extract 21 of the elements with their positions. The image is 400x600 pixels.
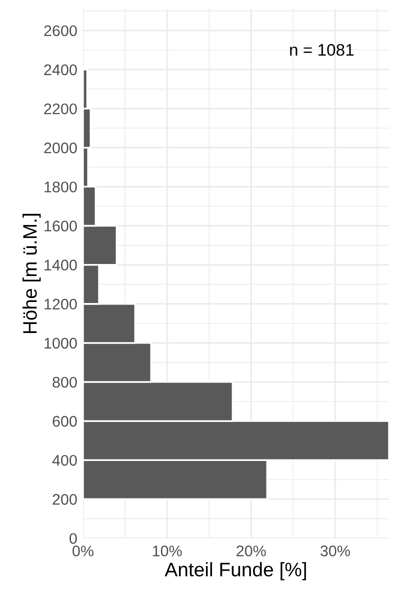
annotation: n = 1081 [290, 44, 354, 56]
y-tick-label: 600 [52, 416, 77, 427]
x-tick-label: 20% [236, 546, 266, 556]
y-tick-label: 1400 [44, 260, 77, 270]
y-axis-title: Höhe [m ü.M.] [22, 214, 41, 334]
y-tick-label: 400 [52, 454, 77, 466]
y-tick-label: 2400 [44, 64, 77, 76]
x-tick-label: 0% [72, 546, 94, 556]
x-axis-title: Anteil Funde [%] [164, 562, 306, 580]
y-tick-label: 0 [70, 533, 77, 544]
y-tick-label: 1600 [44, 220, 77, 232]
y-tick-label: 2200 [44, 103, 77, 114]
y-tick-label: 800 [52, 376, 77, 388]
y-tick-label: 200 [52, 494, 77, 505]
y-tick-label: 2000 [44, 142, 77, 154]
y-tick-label: 1800 [44, 182, 77, 192]
x-tick-label: 30% [320, 546, 350, 556]
y-tick-label: 1000 [44, 338, 77, 349]
y-tick-label: 1200 [44, 298, 77, 310]
x-tick-label: 10% [152, 546, 182, 556]
y-tick-label: 2600 [44, 25, 77, 36]
